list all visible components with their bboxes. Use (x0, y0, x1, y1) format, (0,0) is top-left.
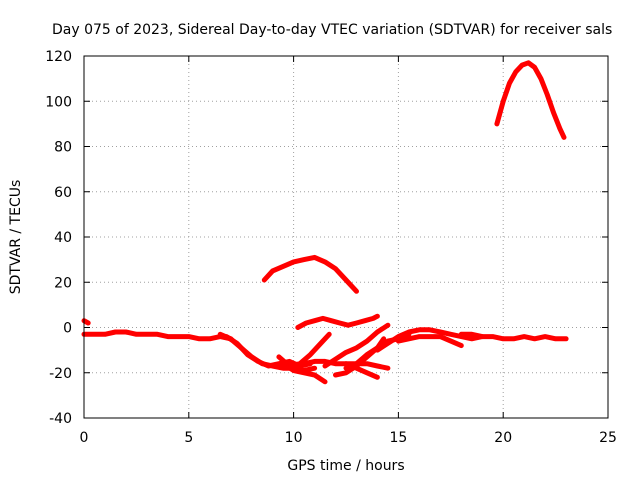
y-axis-label: SDTVAR / TECUs (8, 180, 24, 295)
tick-layer (83, 55, 609, 419)
series-line-mid-fall (343, 361, 380, 380)
y-tick-label: -40 (49, 411, 72, 427)
y-tick-label: 20 (54, 275, 72, 291)
series-layer (81, 60, 569, 385)
series-line-dip-alt (224, 334, 313, 369)
y-tick-label: 60 (54, 185, 72, 201)
x-tick-label: 15 (389, 430, 407, 446)
x-tick-label: 0 (80, 430, 89, 446)
x-tick-label: 20 (494, 430, 512, 446)
y-tick-label: 80 (54, 140, 72, 156)
series-line-hump-3 (295, 313, 380, 330)
series-line-peak-117 (494, 60, 567, 140)
x-tick-label: 5 (184, 430, 193, 446)
x-tick-label: 10 (285, 430, 303, 446)
y-tick-label: -20 (49, 366, 72, 382)
y-tick-label: 0 (63, 321, 72, 337)
y-tick-label: 100 (45, 94, 72, 110)
series-line-baseline-early (81, 329, 234, 342)
series-line-baseline-late (458, 331, 569, 342)
y-tick-label: 40 (54, 230, 72, 246)
series-line-start-blip (81, 318, 91, 326)
x-axis-label: GPS time / hours (287, 458, 404, 474)
series-line-mid-rise-a (322, 322, 391, 369)
grid-layer (84, 56, 608, 418)
x-tick-label: 25 (599, 430, 617, 446)
chart-title: Day 075 of 2023, Sidereal Day-to-day VTE… (52, 22, 612, 38)
series-line-recovery-alt (395, 334, 464, 349)
y-tick-label: 120 (45, 49, 72, 65)
series-line-hump-30 (261, 254, 359, 294)
series-line-recovery (374, 327, 485, 353)
tick-label-layer: 0 5 10 15 20 25 -40 -20 0 20 40 60 80 100 120 (45, 49, 617, 446)
series-line-rise-a (276, 331, 332, 369)
